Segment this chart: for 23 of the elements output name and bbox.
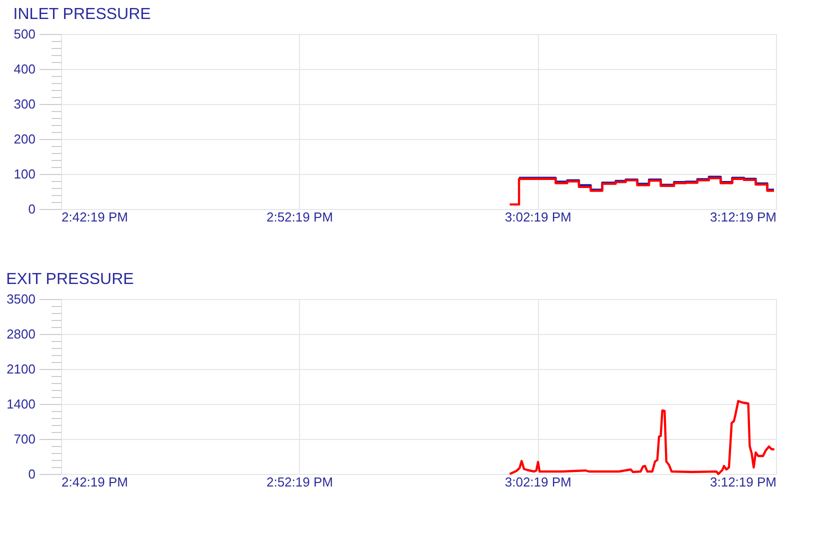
x-tick-label: 3:12:19 PM bbox=[710, 210, 776, 224]
y-tick-label: 3500 bbox=[6, 292, 36, 306]
x-tick-label: 3:02:19 PM bbox=[504, 210, 572, 224]
y-tick-label: 500 bbox=[14, 26, 36, 42]
y-tick-label: 2800 bbox=[6, 326, 36, 342]
y-tick-label: 0 bbox=[28, 202, 36, 216]
y-tick-label: 700 bbox=[14, 432, 36, 446]
x-tick-label: 2:42:19 PM bbox=[62, 474, 128, 490]
x-tick-label: 2:42:19 PM bbox=[62, 210, 128, 224]
x-tick-label: 2:52:19 PM bbox=[266, 210, 333, 224]
y-tick-label: 300 bbox=[14, 96, 36, 112]
x-tick-label: 2:52:19 PM bbox=[266, 474, 333, 490]
y-tick-label: 200 bbox=[14, 132, 36, 146]
x-tick-label: 3:02:19 PM bbox=[504, 474, 572, 490]
y-tick-label: 2100 bbox=[6, 362, 36, 376]
y-tick-label: 400 bbox=[14, 62, 36, 76]
y-tick-label: 0 bbox=[28, 466, 36, 482]
y-tick-label: 100 bbox=[14, 166, 36, 182]
chart-title: EXIT PRESSURE bbox=[6, 271, 134, 288]
y-tick-label: 1400 bbox=[6, 396, 36, 412]
line-series bbox=[508, 400, 776, 476]
chart-title: INLET PRESSURE bbox=[13, 6, 151, 23]
x-tick-label: 3:12:19 PM bbox=[710, 474, 776, 490]
